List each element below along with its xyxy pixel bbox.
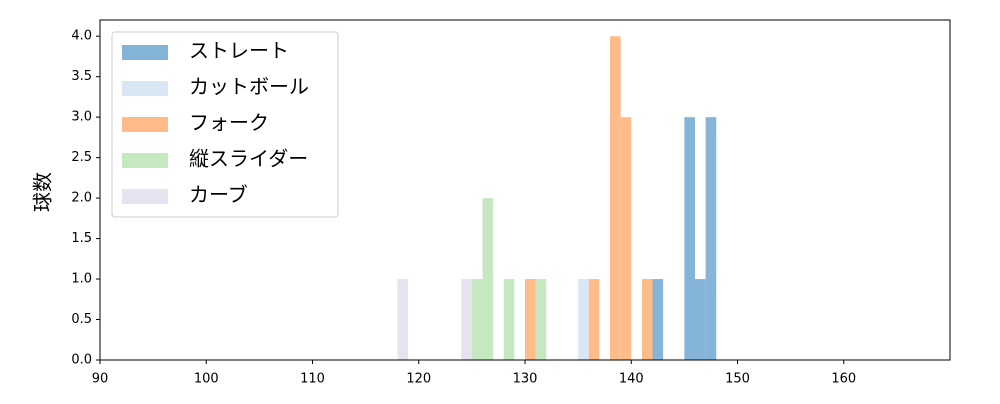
x-tick-label: 110 (300, 372, 325, 387)
x-tick-label: 160 (831, 372, 856, 387)
x-tick-label: 140 (619, 372, 644, 387)
x-tick-label: 100 (194, 372, 219, 387)
legend-label: ストレート (189, 39, 289, 63)
y-tick-label: 0.0 (71, 353, 92, 368)
bar (652, 279, 664, 360)
bar (695, 279, 706, 360)
bar (705, 117, 717, 361)
legend-swatch (122, 45, 168, 60)
bar (610, 36, 621, 360)
bar (578, 279, 589, 360)
y-tick-label: 1.0 (71, 272, 92, 287)
bar (641, 279, 653, 360)
x-tick-label: 90 (92, 372, 109, 387)
bar (503, 279, 515, 360)
y-tick-label: 1.5 (71, 231, 92, 246)
bar (461, 279, 472, 360)
bar (471, 279, 483, 360)
bar (620, 117, 632, 361)
bar (588, 279, 600, 360)
bar (397, 279, 409, 360)
y-tick-label: 3.0 (71, 110, 92, 125)
legend-swatch (122, 117, 168, 132)
legend-label: カーブ (189, 183, 248, 207)
bar (684, 117, 695, 361)
y-tick-label: 2.5 (71, 150, 92, 165)
y-tick-label: 4.0 (71, 29, 92, 44)
bar (525, 279, 536, 360)
y-tick-label: 2.0 (71, 191, 92, 206)
legend-label: フォーク (189, 111, 269, 135)
legend-box (111, 31, 339, 218)
legend-swatch (122, 153, 168, 168)
y-tick-label: 0.5 (71, 312, 92, 327)
legend-label: カットボール (189, 75, 309, 99)
legend-swatch (122, 81, 168, 96)
y-axis-label: 球数 (31, 172, 55, 212)
legend-swatch (122, 189, 168, 204)
bar (482, 198, 494, 360)
legend-label: 縦スライダー (189, 147, 308, 171)
y-tick-label: 3.5 (71, 69, 92, 84)
x-tick-label: 120 (406, 372, 431, 387)
x-tick-label: 150 (725, 372, 750, 387)
x-tick-label: 130 (513, 372, 538, 387)
bar (535, 279, 547, 360)
